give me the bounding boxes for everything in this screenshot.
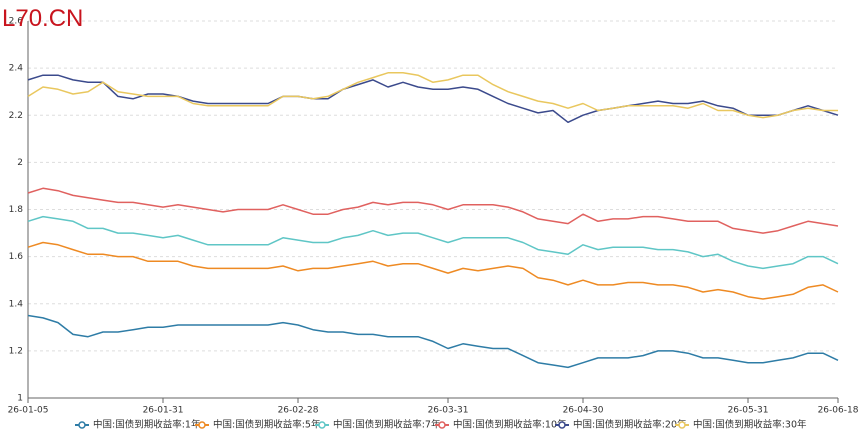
legend-marker bbox=[678, 421, 686, 429]
y-tick-label: 1 bbox=[17, 394, 23, 404]
y-tick-label: 1.4 bbox=[9, 299, 24, 309]
y-tick-label: 1.8 bbox=[9, 205, 24, 215]
legend-label: 中国:国债到期收益率:30年 bbox=[693, 419, 807, 431]
legend-marker bbox=[438, 421, 446, 429]
y-tick-label: 1.6 bbox=[9, 252, 24, 262]
x-tick-label: 26-04-30 bbox=[563, 406, 604, 416]
y-tick-label: 2.4 bbox=[9, 64, 24, 74]
watermark: L70.CN bbox=[2, 5, 83, 32]
legend-label: 中国:国债到期收益率:1年 bbox=[93, 419, 201, 431]
legend-label: 中国:国债到期收益率:5年 bbox=[213, 419, 321, 431]
x-tick-label: 26-02-28 bbox=[278, 406, 319, 416]
series-line bbox=[27, 74, 839, 124]
series-line bbox=[27, 314, 839, 369]
x-tick-label: 26-05-31 bbox=[728, 406, 769, 416]
legend-label: 中国:国债到期收益率:10年 bbox=[453, 419, 567, 431]
y-tick-label: 2 bbox=[17, 158, 23, 168]
legend-marker bbox=[78, 421, 86, 429]
plot-area: 1 1.2 1.4 1.6 1.8 2 2.2 2.4 2.6 26-01-05 26-01-31 2… bbox=[8, 17, 859, 416]
series-line bbox=[27, 72, 838, 119]
legend-marker bbox=[558, 421, 566, 429]
series-line bbox=[27, 241, 839, 300]
x-tick-label: 26-03-31 bbox=[428, 406, 469, 416]
x-tick-label: 26-01-31 bbox=[143, 406, 184, 416]
x-tick-label: 26-01-05 bbox=[8, 406, 49, 416]
legend-label: 中国:国债到期收益率:7年 bbox=[333, 419, 441, 431]
y-tick-label: 2.2 bbox=[9, 111, 23, 121]
legend-marker bbox=[198, 421, 206, 429]
series-line bbox=[27, 187, 839, 234]
x-tick-label: 26-06-18 bbox=[818, 406, 859, 416]
series-line bbox=[27, 215, 839, 270]
y-tick-label: 1.2 bbox=[9, 346, 23, 356]
legend: 中国:国债到期收益率:1年 中国:国债到期收益率:5年 中国:国债到期收益率:7年中… bbox=[75, 419, 807, 431]
legend-marker bbox=[318, 421, 326, 429]
legend-label: 中国:国债到期收益率:20年 bbox=[573, 419, 687, 431]
y-tick-label: 2.6 bbox=[9, 17, 24, 27]
